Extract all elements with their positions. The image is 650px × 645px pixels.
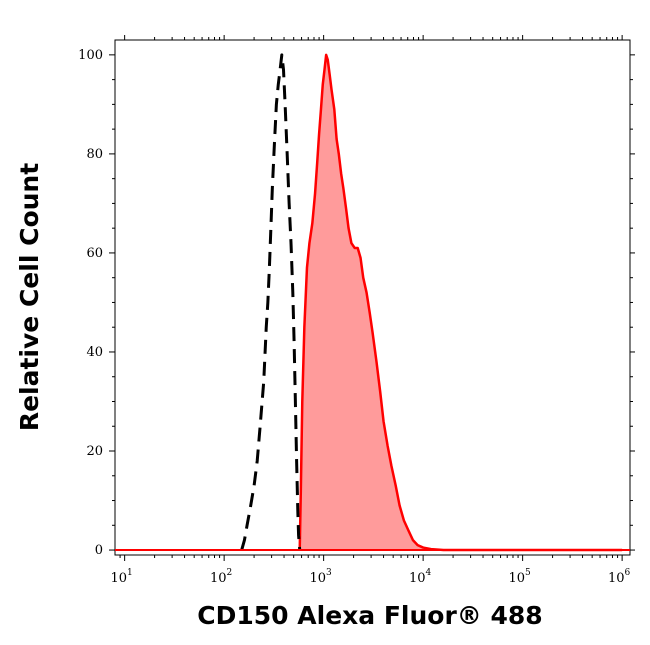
y-tick-label: 60 xyxy=(86,246,103,261)
x-tick-exponent: 3 xyxy=(326,568,332,578)
x-tick-label: 103 xyxy=(309,568,332,586)
axis-ticks xyxy=(109,35,635,561)
x-tick-base: 10 xyxy=(111,571,128,586)
y-tick-label: 20 xyxy=(86,444,103,459)
dashed-control-series-line xyxy=(240,53,302,551)
x-tick-label: 105 xyxy=(508,568,531,586)
series-fill-area xyxy=(299,54,623,551)
y-tick-labels: 0 20 40 60 80 100 xyxy=(78,48,103,558)
x-tick-label: 102 xyxy=(210,568,232,586)
solid-stained-series-line xyxy=(298,53,623,552)
x-tick-base: 10 xyxy=(508,571,525,586)
x-tick-label: 104 xyxy=(409,568,432,586)
y-tick-label: 40 xyxy=(86,345,103,360)
y-tick-label: 80 xyxy=(86,147,103,162)
x-tick-base: 10 xyxy=(309,571,326,586)
x-tick-label: 106 xyxy=(608,568,631,586)
y-tick-label: 0 xyxy=(95,543,103,558)
x-tick-base: 10 xyxy=(608,571,625,586)
series-layer xyxy=(115,53,630,552)
x-tick-exponent: 5 xyxy=(525,568,531,578)
x-tick-exponent: 1 xyxy=(127,568,133,578)
x-tick-label: 101 xyxy=(111,568,133,586)
plot-frame xyxy=(114,39,631,556)
y-tick-label: 100 xyxy=(78,48,103,63)
x-tick-labels: 101 102 103 104 105 106 xyxy=(111,568,631,586)
x-tick-base: 10 xyxy=(210,571,227,586)
x-tick-exponent: 4 xyxy=(426,568,432,578)
x-tick-exponent: 2 xyxy=(227,568,233,578)
x-tick-exponent: 6 xyxy=(625,568,631,578)
x-tick-base: 10 xyxy=(409,571,426,586)
x-axis-title: CD150 Alexa Fluor® 488 xyxy=(197,601,542,630)
y-axis-title: Relative Cell Count xyxy=(15,163,44,431)
